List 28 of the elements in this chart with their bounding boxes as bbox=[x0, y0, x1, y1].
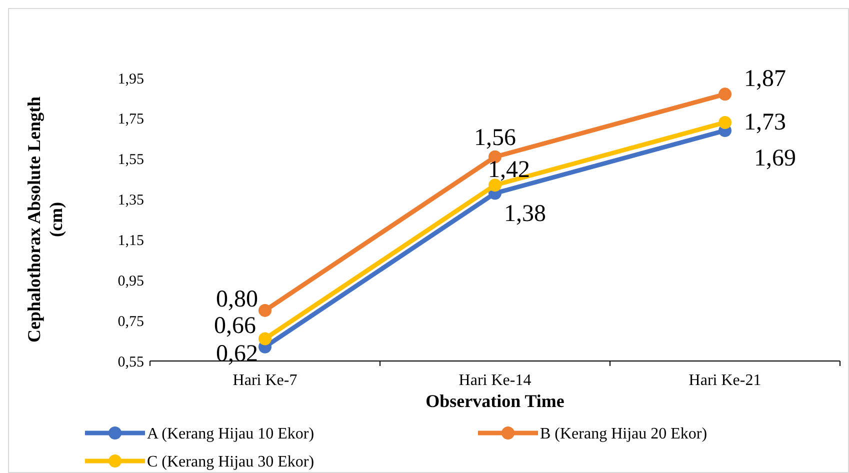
data-label: 1,69 bbox=[754, 146, 796, 172]
data-label: 1,42 bbox=[488, 157, 530, 184]
y-tick-label: 1,95 bbox=[118, 71, 144, 88]
data-label: 0,80 bbox=[216, 286, 258, 312]
y-tick-label: 1,55 bbox=[118, 152, 144, 168]
x-tick-label: Hari Ke-7 bbox=[232, 372, 298, 389]
y-tick-label: 0,75 bbox=[118, 314, 144, 330]
x-tick-label: Hari Ke-14 bbox=[458, 372, 532, 389]
point bbox=[718, 116, 732, 129]
legend-label: A (Kerang Hijau 10 Ekor) bbox=[147, 426, 314, 443]
data-label: 1,87 bbox=[744, 66, 786, 92]
point bbox=[718, 88, 732, 101]
data-label: 1,73 bbox=[744, 109, 786, 136]
legend-label: C (Kerang Hijau 30 Ekor) bbox=[147, 454, 314, 471]
y-tick-label: 0,95 bbox=[118, 273, 144, 290]
y-tick-label: 1,15 bbox=[118, 232, 144, 249]
y-tick-label: 0,55 bbox=[118, 354, 144, 370]
data-label: 0,66 bbox=[214, 312, 256, 339]
legend-label: B (Kerang Hijau 20 Ekor) bbox=[540, 426, 708, 443]
x-axis-title: Observation Time bbox=[426, 391, 564, 411]
data-label: 1,38 bbox=[504, 201, 546, 228]
y-tick-label: 1,75 bbox=[118, 112, 144, 128]
x-tick-label: Hari Ke-21 bbox=[688, 372, 762, 389]
y-tick-label: 1,35 bbox=[118, 192, 144, 209]
point bbox=[258, 332, 272, 346]
y-axis-title: Cephalothorax Absolute Length (cm) bbox=[24, 96, 66, 343]
data-label: 1,56 bbox=[474, 124, 516, 151]
point bbox=[258, 304, 272, 317]
